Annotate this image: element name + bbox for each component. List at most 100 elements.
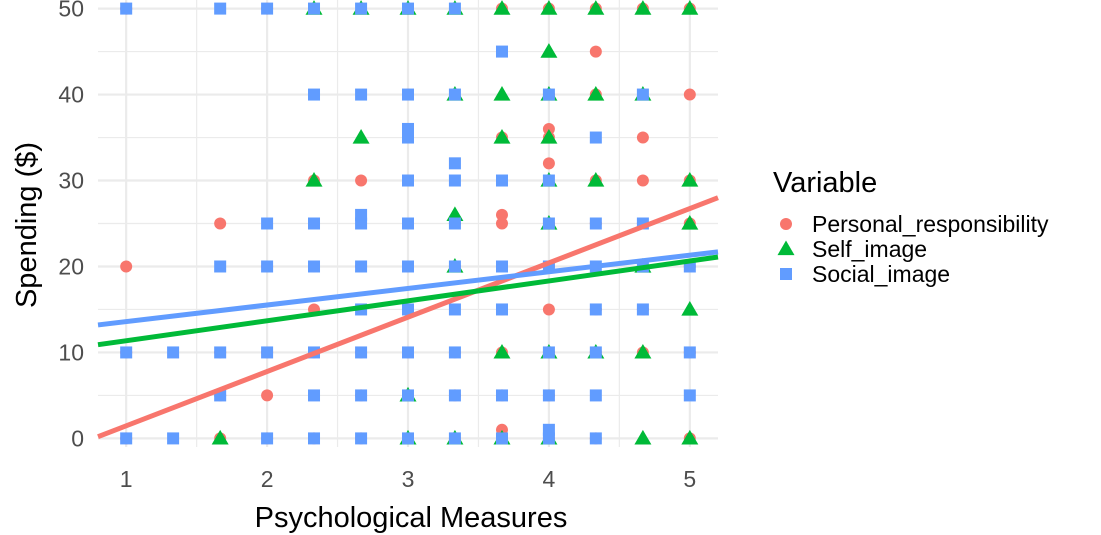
data-point-square (448, 260, 461, 273)
y-axis-label: Spending ($) (11, 142, 43, 308)
data-point-square (448, 346, 461, 359)
data-point-square (308, 432, 321, 445)
x-tick-label: 5 (683, 466, 696, 492)
data-point-square (167, 432, 180, 445)
data-point-square (448, 389, 461, 402)
data-point-square (355, 88, 368, 101)
data-point-triangle (493, 0, 511, 15)
data-point-triangle (493, 129, 511, 144)
data-point-triangle (493, 86, 511, 101)
data-point-triangle (681, 172, 699, 187)
data-point-square (214, 260, 227, 273)
legend-key-triangle (777, 240, 795, 256)
data-point-triangle (305, 172, 323, 187)
data-point-square (308, 88, 321, 101)
x-tick-label: 3 (402, 466, 415, 492)
data-point-square (589, 389, 602, 402)
data-point-square (308, 2, 321, 15)
data-point-square (636, 303, 649, 316)
data-point-circle (355, 174, 368, 187)
data-point-square (402, 303, 414, 316)
y-tick-label: 50 (58, 0, 84, 22)
data-point-triangle (681, 0, 699, 15)
data-point-square (261, 2, 274, 15)
data-point-square (308, 389, 321, 402)
data-point-square (448, 217, 461, 230)
data-point-square (589, 131, 602, 144)
data-point-triangle (634, 343, 652, 359)
data-point-triangle (446, 206, 464, 222)
data-point-square (589, 432, 602, 445)
data-point-triangle (211, 429, 229, 445)
data-point-square (495, 260, 508, 273)
data-point-square (402, 389, 414, 402)
data-point-square (495, 432, 508, 445)
data-point-square (402, 432, 414, 445)
data-point-square (402, 260, 414, 273)
trend-line (97, 249, 719, 328)
data-point-square (355, 2, 368, 15)
data-point-circle (589, 45, 602, 58)
data-point-square (495, 174, 508, 187)
data-point-circle (636, 174, 649, 187)
data-point-circle (261, 389, 274, 402)
data-point-square (448, 432, 461, 445)
data-point-triangle (587, 172, 605, 187)
data-point-square (261, 217, 274, 230)
data-point-square (120, 432, 133, 445)
data-point-square (355, 208, 368, 221)
data-point-square (448, 88, 461, 101)
data-point-circle (683, 88, 696, 101)
data-point-square (402, 122, 414, 135)
data-point-square (589, 217, 602, 230)
data-point-circle (120, 260, 133, 273)
data-point-square (308, 217, 321, 230)
data-point-circle (495, 217, 508, 230)
y-tick-label: 0 (71, 425, 84, 451)
data-point-square (636, 88, 649, 101)
x-tick-label: 4 (543, 466, 556, 492)
data-point-square (167, 346, 180, 359)
data-point-square (542, 174, 555, 187)
data-point-circle (495, 208, 508, 221)
trend-line (97, 195, 719, 440)
trend-lines (97, 195, 719, 440)
legend-key-circle (780, 218, 792, 230)
legend-title: Variable (773, 167, 877, 199)
data-point-triangle (587, 86, 605, 101)
data-point-square (120, 346, 133, 359)
trend-line (97, 254, 719, 348)
legend-label: Personal_responsibility (812, 211, 1049, 237)
data-point-triangle (681, 300, 699, 316)
data-point-triangle (352, 129, 370, 144)
x-tick-label: 1 (120, 466, 133, 492)
data-point-square (120, 2, 133, 15)
data-point-square (214, 346, 227, 359)
y-tick-label: 10 (58, 339, 84, 365)
data-points (120, 0, 699, 445)
data-point-square (402, 2, 414, 15)
data-point-square (261, 260, 274, 273)
y-tick-labels: 0 10 20 30 40 50 (58, 0, 84, 451)
y-tick-label: 40 (58, 82, 84, 108)
data-point-square (402, 217, 414, 230)
x-axis-label: Psychological Measures (255, 502, 568, 534)
data-point-square (683, 346, 696, 359)
data-point-square (683, 389, 696, 402)
data-point-circle (542, 157, 555, 170)
data-point-square (261, 432, 274, 445)
data-point-circle (214, 217, 227, 230)
y-tick-label: 20 (58, 253, 84, 279)
data-point-square (589, 346, 602, 359)
x-tick-label: 2 (261, 466, 274, 492)
data-point-triangle (493, 343, 511, 359)
data-point-square (542, 346, 555, 359)
x-tick-labels: 1 2 3 4 5 (120, 466, 696, 492)
data-point-square (495, 303, 508, 316)
y-tick-label: 30 (58, 168, 84, 194)
data-point-square (448, 157, 461, 170)
data-point-circle (636, 131, 649, 144)
data-point-square (402, 174, 414, 187)
data-point-triangle (681, 215, 699, 230)
